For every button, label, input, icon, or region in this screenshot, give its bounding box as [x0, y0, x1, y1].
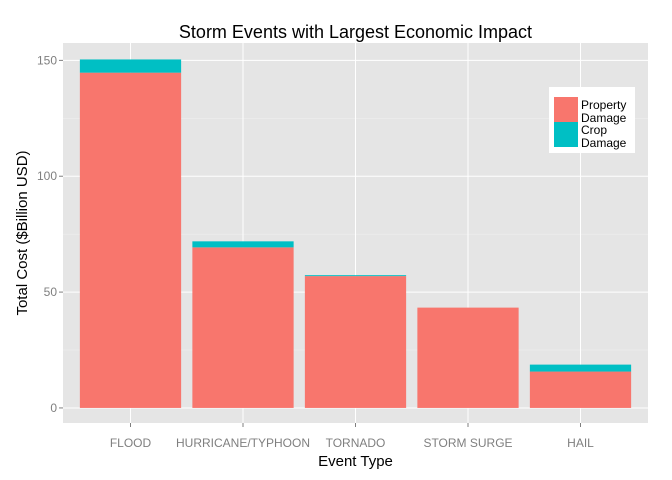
x-axis: FLOOD HURRICANE/TYPHOON TORNADO STORM SURGE… [110, 423, 594, 450]
y-axis-title: Total Cost ($Billion USD) [14, 150, 31, 315]
y-tick-label: 100 [37, 169, 57, 183]
bar-property-hurricane-typhoon [192, 247, 294, 408]
legend-label: Crop [581, 123, 607, 137]
y-tick-label: 0 [50, 401, 57, 415]
x-axis-title: Event Type [318, 453, 393, 470]
x-tick-label: FLOOD [110, 436, 152, 450]
y-tick-label: 50 [44, 285, 58, 299]
bar-property-tornado [304, 276, 407, 408]
bar-property-hail [529, 371, 632, 408]
x-tick-label: HAIL [567, 436, 594, 450]
x-tick-label: STORM SURGE [423, 436, 512, 450]
y-tick-label: 150 [37, 53, 57, 67]
bar-property-storm-surge [417, 307, 519, 408]
legend-key-crop [554, 122, 578, 147]
x-tick-label: HURRICANE/TYPHOON [176, 436, 310, 450]
legend-label: Damage [581, 136, 627, 150]
bar-property-flood [79, 72, 182, 408]
x-tick-label: TORNADO [326, 436, 386, 450]
chart-title: Storm Events with Largest Economic Impac… [179, 22, 532, 42]
bars [79, 59, 632, 408]
y-axis: 0 50 100 150 [37, 53, 63, 415]
legend-key-property [554, 97, 578, 122]
bar-crop-hurricane-typhoon [192, 241, 294, 248]
bar-crop-hail [529, 364, 632, 372]
legend-label: Property [581, 98, 626, 112]
bar-crop-tornado [304, 275, 407, 277]
bar-crop-flood [79, 59, 182, 73]
legend-label: Damage [581, 111, 627, 125]
